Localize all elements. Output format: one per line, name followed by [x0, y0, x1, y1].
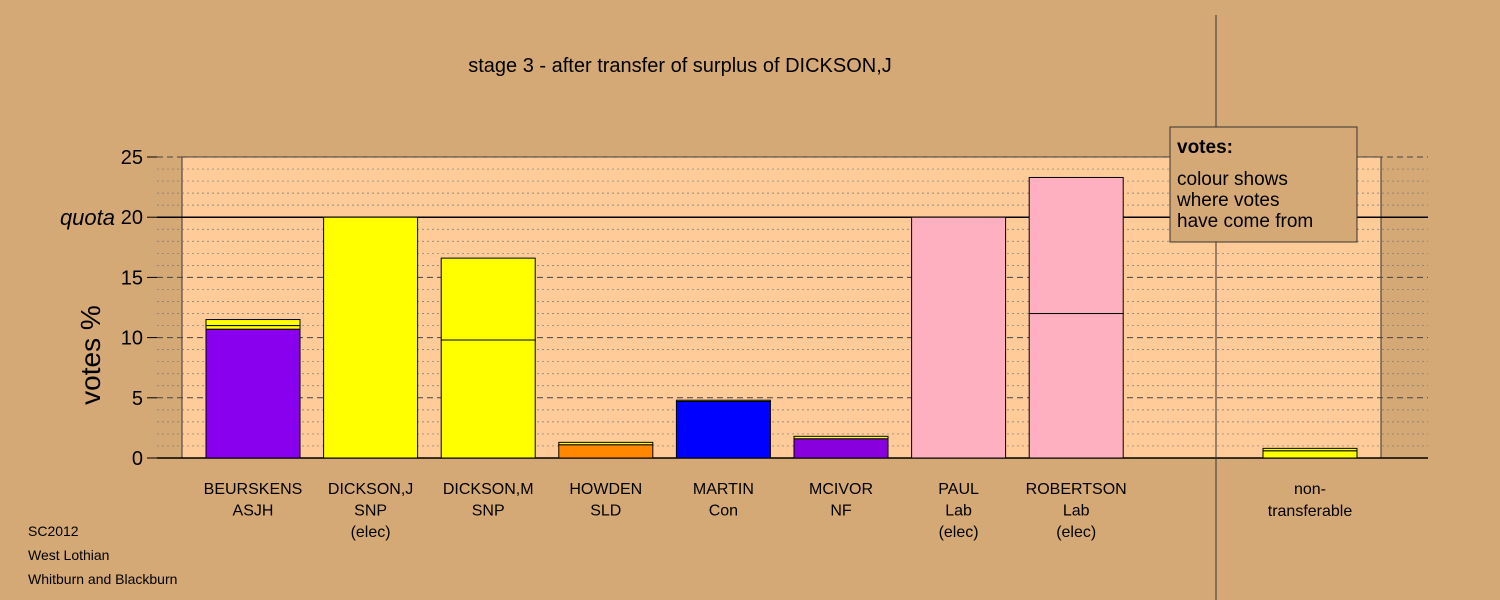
- y-tick-label: 5: [132, 388, 143, 410]
- legend-line-1: colour shows: [1177, 169, 1288, 190]
- bar-nontransferable-segment-2: [1262, 447, 1358, 452]
- candidate-label-martin-2: Con: [709, 503, 738, 520]
- candidate-label-dickson-m-2: SNP: [472, 503, 505, 520]
- bar-robertson: [1028, 176, 1124, 459]
- candidate-label-paul-1: PAUL: [938, 481, 979, 498]
- bar-martin-segment-1: [675, 400, 771, 459]
- y-axis: 0 5 10 15 20 25: [121, 147, 157, 470]
- candidate-labels: BEURSKENS ASJH DICKSON,J SNP (elec) DICKSON,M…: [204, 481, 1127, 541]
- candidate-label-mcivor-2: NF: [830, 503, 852, 520]
- bar-martin: [675, 399, 771, 459]
- candidate-label-paul-3: (elec): [939, 524, 979, 541]
- nontransferable-label-line2: transferable: [1268, 503, 1353, 520]
- bar-robertson-segment-1: [1028, 313, 1124, 459]
- bar-nontransferable: [1262, 447, 1358, 459]
- footer-line-2: West Lothian: [28, 547, 109, 563]
- bar-nontransferable-segment-1: [1262, 450, 1358, 459]
- y-tick-label: 20: [121, 207, 143, 229]
- legend-title: votes:: [1177, 137, 1233, 158]
- candidate-label-dickson-j-1: DICKSON,J: [328, 481, 413, 498]
- bars: [205, 176, 1358, 459]
- candidate-label-paul-2: Lab: [945, 503, 972, 520]
- legend-line-2: where votes: [1176, 190, 1279, 211]
- bar-dickson-m-segment-1: [440, 339, 536, 459]
- footer: SC2012 West Lothian Whitburn and Blackbu…: [28, 523, 177, 587]
- bar-dickson-j: [323, 216, 419, 459]
- footer-line-1: SC2012: [28, 523, 79, 539]
- y-tick-label: 0: [132, 448, 143, 470]
- bar-howden-segment-2: [558, 441, 654, 446]
- legend-line-3: have come from: [1177, 211, 1313, 232]
- candidate-label-dickson-m-1: DICKSON,M: [443, 481, 534, 498]
- footer-line-3: Whitburn and Blackburn: [28, 571, 177, 587]
- nontransferable-label-line1: non-: [1294, 481, 1326, 498]
- y-tick-label: 15: [121, 267, 143, 289]
- quota-label: quota: [60, 205, 115, 230]
- bar-beurskens: [205, 319, 301, 459]
- candidate-label-robertson-2: Lab: [1063, 503, 1090, 520]
- bar-mcivor-segment-2: [793, 435, 889, 440]
- candidate-label-howden-1: HOWDEN: [569, 481, 642, 498]
- bar-paul: [911, 216, 1007, 459]
- bar-dickson-m-segment-2: [440, 257, 536, 341]
- candidate-label-dickson-j-2: SNP: [354, 503, 387, 520]
- bar-howden-segment-1: [558, 444, 654, 459]
- candidate-label-robertson-1: ROBERTSON: [1026, 481, 1127, 498]
- nontransferable-label: non- transferable: [1268, 481, 1353, 520]
- bar-robertson-segment-2: [1028, 176, 1124, 315]
- bar-dickson-j-segment-1: [323, 216, 419, 459]
- bar-paul-segment-1: [911, 216, 1007, 459]
- candidate-label-beurskens-2: ASJH: [233, 503, 274, 520]
- y-axis-label: votes %: [75, 305, 106, 405]
- legend: votes: colour shows where votes have com…: [1169, 126, 1358, 243]
- bar-howden: [558, 441, 654, 459]
- candidate-label-howden-2: SLD: [590, 503, 621, 520]
- bar-beurskens-segment-2: [205, 325, 301, 330]
- bar-dickson-m: [440, 257, 536, 459]
- bar-mcivor-segment-1: [793, 438, 889, 459]
- chart-title: stage 3 - after transfer of surplus of D…: [468, 55, 892, 77]
- y-tick-label: 25: [121, 147, 143, 169]
- candidate-label-robertson-3: (elec): [1056, 524, 1096, 541]
- bar-martin-segment-2: [675, 399, 771, 402]
- candidate-label-beurskens-1: BEURSKENS: [204, 481, 303, 498]
- legend-box: [1169, 126, 1358, 243]
- y-tick-label: 10: [121, 328, 143, 350]
- bar-beurskens-segment-1: [205, 328, 301, 459]
- bar-mcivor: [793, 435, 889, 459]
- candidate-label-martin-1: MARTIN: [693, 481, 754, 498]
- bar-beurskens-segment-3: [205, 319, 301, 327]
- candidate-label-dickson-j-3: (elec): [351, 524, 391, 541]
- candidate-label-mcivor-1: MCIVOR: [809, 481, 873, 498]
